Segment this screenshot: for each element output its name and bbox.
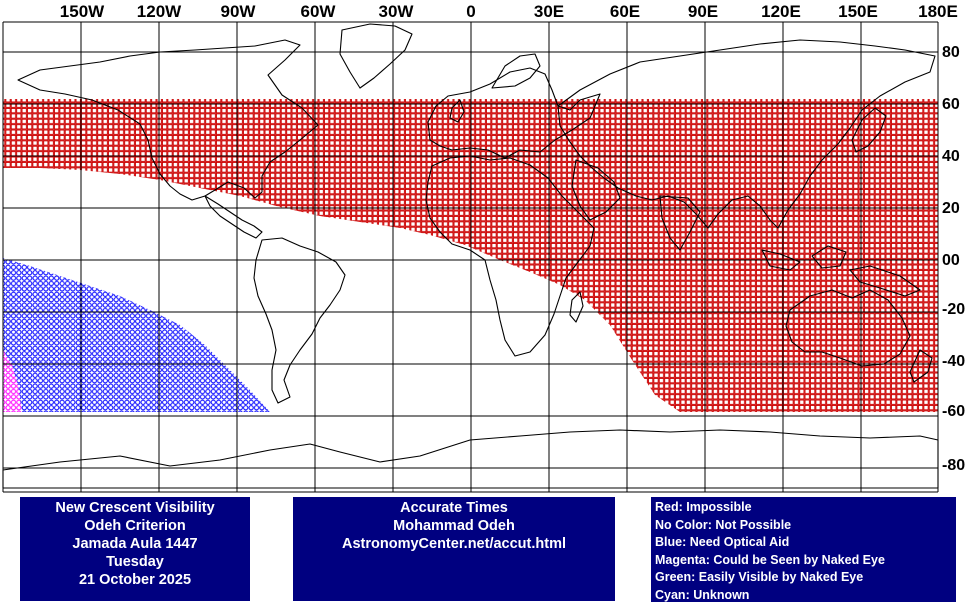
lon-label-150w: 150W: [59, 2, 105, 21]
title-line-date: 21 October 2025: [78, 572, 192, 588]
lat-label-80: 80: [942, 44, 960, 61]
lat-label-neg20: -20: [942, 301, 966, 318]
lon-label-180e: 180E: [918, 2, 958, 21]
lat-label-60: 60: [942, 96, 960, 113]
legend-item-blue: Blue: Need Optical Aid: [655, 535, 790, 550]
lon-label-150e: 150E: [838, 2, 878, 21]
title-line-criterion: Odeh Criterion: [84, 518, 186, 534]
graticule: [2, 21, 939, 493]
credit-panel: Accurate Times Mohammad Odeh AstronomyCe…: [293, 497, 615, 601]
optical-aid-zone: [3, 258, 270, 412]
naked-eye-zone: [3, 350, 22, 412]
legend-item-none: No Color: Not Possible: [655, 517, 792, 532]
lon-label-30w: 30W: [378, 2, 414, 21]
credit-line-author: Mohammad Odeh: [393, 518, 515, 534]
title-panel: New Crescent Visibility Odeh Criterion J…: [20, 497, 250, 601]
legend-item-magenta: Magenta: Could be Seen by Naked Eye: [655, 552, 885, 567]
credit-line-title: Accurate Times: [400, 500, 508, 516]
lat-label-neg40: -40: [942, 353, 966, 370]
legend-item-green: Green: Easily Visible by Naked Eye: [655, 570, 864, 585]
lon-label-60w: 60W: [300, 2, 336, 21]
lat-label-40: 40: [942, 148, 960, 165]
title-line-weekday: Tuesday: [106, 554, 164, 570]
lon-label-120e: 120E: [761, 2, 801, 21]
title-line-heading: New Crescent Visibility: [55, 500, 215, 516]
legend-panel: Red: Impossible No Color: Not Possible B…: [651, 497, 956, 602]
lon-label-90e: 90E: [687, 2, 719, 21]
lat-label-20: 20: [942, 200, 960, 217]
lon-label-120w: 120W: [136, 2, 182, 21]
lon-label-60e: 60E: [609, 2, 641, 21]
credit-line-url: AstronomyCenter.net/accut.html: [342, 536, 566, 552]
lon-label-0: 0: [466, 2, 476, 21]
lat-label-00: 00: [942, 252, 960, 269]
title-line-month: Jamada Aula 1447: [72, 536, 198, 552]
legend-item-cyan: Cyan: Unknown: [655, 587, 750, 602]
lon-label-90w: 90W: [220, 2, 256, 21]
lat-label-neg60: -60: [942, 403, 966, 420]
lon-label-30e: 30E: [533, 2, 565, 21]
lat-label-neg80: -80: [942, 457, 966, 474]
legend-item-red: Red: Impossible: [655, 500, 752, 514]
